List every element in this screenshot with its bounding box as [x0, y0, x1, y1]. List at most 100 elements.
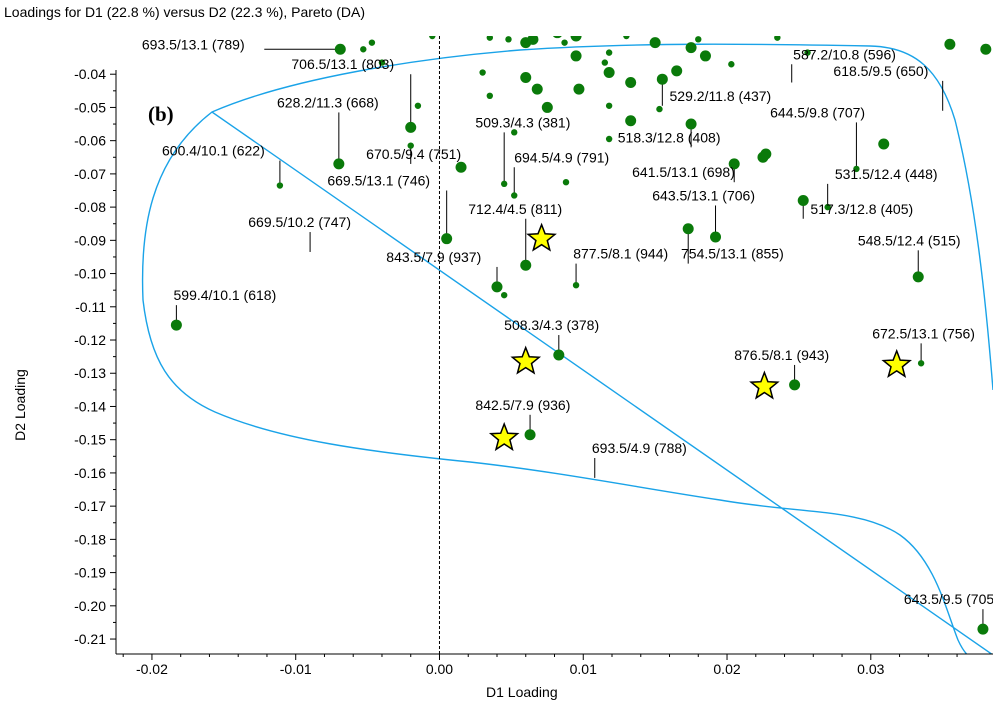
- data-point: [944, 38, 956, 50]
- y-tick-label: -0.06: [74, 133, 106, 149]
- data-point: [789, 379, 801, 391]
- y-tick-label: -0.17: [74, 498, 106, 514]
- confidence-envelope: [141, 43, 993, 654]
- point-annotation: 706.5/13.1 (803): [291, 56, 394, 72]
- y-tick-label: -0.11: [75, 299, 106, 315]
- data-point: [527, 36, 539, 45]
- data-point: [977, 623, 989, 635]
- x-tick-label: 0.03: [857, 661, 884, 677]
- data-point: [562, 178, 570, 186]
- point-annotation: 508.3/4.3 (378): [504, 317, 599, 333]
- chart-title: Loadings for D1 (22.8 %) versus D2 (22.3…: [4, 4, 366, 20]
- data-point: [573, 83, 585, 95]
- data-point: [760, 148, 772, 160]
- data-point: [656, 73, 668, 85]
- point-annotation: 693.5/13.1 (789): [142, 36, 245, 52]
- data-point: [524, 429, 536, 441]
- data-point: [520, 259, 532, 271]
- data-point: [511, 192, 518, 199]
- point-annotation: 643.5/9.5 (705): [904, 591, 993, 607]
- point-annotation: 693.5/4.9 (788): [592, 440, 687, 456]
- envelope-layer: [141, 43, 993, 654]
- y-tick-label: -0.19: [74, 565, 106, 581]
- data-point: [699, 50, 711, 62]
- y-tick-label: -0.04: [74, 66, 106, 82]
- highlight-star: [526, 222, 557, 252]
- panel-label: (b): [148, 102, 174, 126]
- data-point: [541, 101, 553, 113]
- highlight-star: [749, 370, 780, 400]
- point-annotation: 669.5/10.2 (747): [248, 214, 351, 230]
- x-tick-label: 0.01: [570, 661, 597, 677]
- data-point: [878, 138, 890, 150]
- data-point: [685, 42, 697, 54]
- y-tick-label: -0.10: [74, 266, 106, 282]
- point-annotation: 644.5/9.8 (707): [770, 104, 865, 120]
- data-point: [441, 233, 453, 245]
- highlight-star: [488, 421, 520, 452]
- data-point: [649, 37, 661, 49]
- point-annotation: 628.2/11.3 (668): [277, 94, 379, 110]
- data-point: [685, 118, 697, 130]
- point-annotation: 618.5/9.5 (650): [833, 63, 928, 79]
- data-point: [804, 49, 811, 56]
- data-point: [710, 231, 722, 243]
- data-point: [429, 36, 436, 40]
- x-tick-label: 0.02: [713, 661, 740, 677]
- axes-layer: -0.02 -0.01 0.00 0.01 0.02 0.03 -0.04 -0.05 -0.0…: [74, 66, 993, 677]
- point-annotation: 641.5/13.1 (698): [632, 164, 735, 180]
- data-point: [671, 65, 683, 77]
- x-tick-label: -0.02: [136, 661, 168, 677]
- data-point: [797, 194, 809, 206]
- data-point: [500, 180, 508, 188]
- data-point: [774, 36, 781, 41]
- data-point: [511, 129, 518, 136]
- data-point: [552, 36, 562, 39]
- data-point: [486, 36, 494, 41]
- data-point: [601, 59, 609, 66]
- stars-layer: [488, 222, 912, 452]
- y-tick-label: -0.16: [74, 465, 106, 481]
- y-tick-label: -0.21: [74, 631, 106, 647]
- data-point: [912, 271, 924, 283]
- data-point: [570, 36, 582, 42]
- y-tick-label: -0.20: [74, 598, 106, 614]
- data-point: [603, 67, 615, 79]
- data-point: [360, 46, 367, 53]
- data-point: [570, 50, 582, 62]
- point-annotation: 672.5/13.1 (756): [872, 325, 975, 341]
- data-point: [623, 36, 630, 40]
- data-point: [605, 49, 613, 56]
- data-point: [980, 43, 992, 55]
- data-point: [605, 135, 613, 143]
- point-annotation: 754.5/13.1 (855): [681, 246, 784, 262]
- data-point: [405, 121, 417, 133]
- data-point: [486, 92, 494, 100]
- point-annotation: 876.5/8.1 (943): [734, 347, 829, 363]
- data-point: [695, 36, 702, 43]
- data-point: [276, 182, 284, 189]
- data-point: [407, 142, 414, 149]
- point-annotation: 643.5/13.1 (706): [652, 187, 755, 203]
- data-point: [505, 36, 512, 43]
- y-tick-label: -0.12: [74, 332, 106, 348]
- y-tick-label: -0.09: [74, 232, 106, 248]
- data-point: [625, 77, 637, 89]
- data-point: [553, 349, 565, 361]
- point-annotation: 529.2/11.8 (437): [670, 88, 772, 104]
- data-point: [561, 39, 568, 46]
- data-point: [491, 281, 503, 293]
- data-point: [368, 39, 376, 46]
- data-point: [605, 102, 613, 109]
- data-point: [170, 319, 182, 331]
- point-annotation: 600.4/10.1 (622): [162, 143, 265, 159]
- point-annotation: 669.5/13.1 (746): [327, 173, 430, 189]
- data-point: [531, 83, 543, 95]
- y-tick-label: -0.18: [74, 531, 106, 547]
- data-point: [414, 102, 422, 109]
- data-point: [728, 158, 740, 170]
- point-annotation: 517.3/12.8 (405): [810, 201, 913, 217]
- x-axis-label: D1 Loading: [486, 684, 558, 700]
- data-point: [656, 105, 663, 113]
